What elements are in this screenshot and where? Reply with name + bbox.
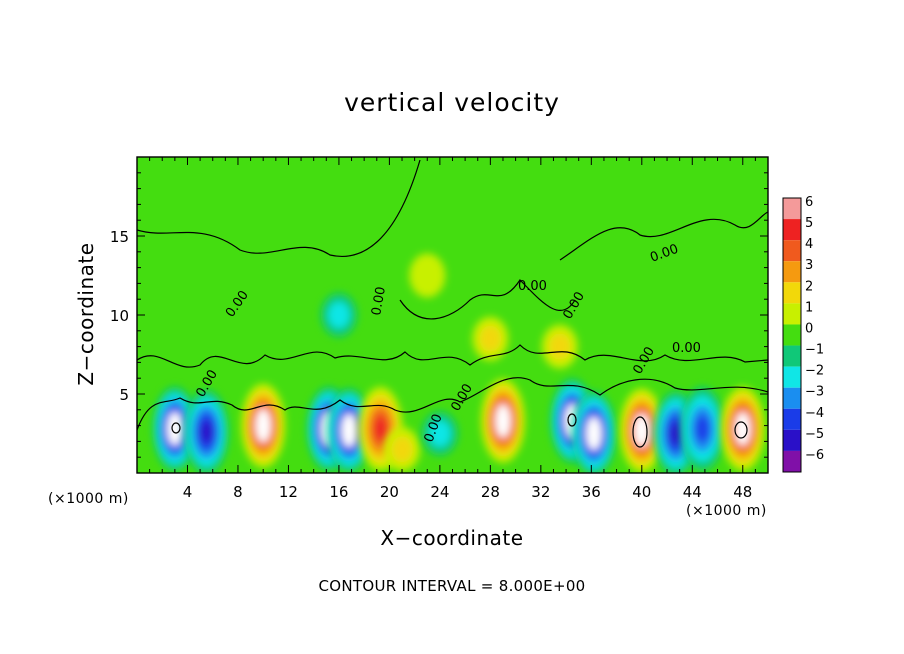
contour-ellipse xyxy=(567,413,577,427)
colorbar-swatch xyxy=(783,408,801,430)
velocity-cell xyxy=(720,386,765,471)
x-tick-label: 12 xyxy=(279,483,298,501)
velocity-cell xyxy=(472,316,509,361)
x-tick-label: 32 xyxy=(531,483,550,501)
zero-contour-line xyxy=(137,159,421,257)
colorbar-label: −3 xyxy=(805,385,824,400)
x-tick-label: 24 xyxy=(430,483,449,501)
x-tick-label: 16 xyxy=(329,483,348,501)
x-unit-label-right: (×1000 m) xyxy=(686,503,767,519)
chart-title: vertical velocity xyxy=(344,88,560,117)
colorbar-swatch xyxy=(783,324,801,346)
y-tick-label: 15 xyxy=(110,228,129,246)
colorbar-swatch xyxy=(783,366,801,388)
zero-contour-line xyxy=(559,211,768,261)
contour-label: 0.00 xyxy=(369,286,389,317)
colorbar-label: 3 xyxy=(805,258,813,273)
velocity-cell xyxy=(409,253,446,298)
colorbar-swatch xyxy=(783,387,801,409)
colorbar-swatch xyxy=(783,261,801,283)
x-tick-label: 40 xyxy=(632,483,651,501)
colorbar-swatch xyxy=(783,303,801,325)
velocity-cell xyxy=(480,378,525,463)
zero-contour-line xyxy=(399,279,576,320)
x-tick-label: 8 xyxy=(233,483,243,501)
contour-interval-note: CONTOUR INTERVAL = 8.000E+00 xyxy=(318,577,586,595)
velocity-cell xyxy=(184,389,229,473)
colorbar-swatch xyxy=(783,450,801,472)
velocity-cell xyxy=(320,293,357,337)
x-tick-label: 48 xyxy=(733,483,752,501)
x-tick-label: 20 xyxy=(380,483,399,501)
y-tick-label: 5 xyxy=(119,386,129,404)
zero-contour-line xyxy=(137,344,768,368)
colorbar-swatch xyxy=(783,198,801,220)
x-tick-label: 44 xyxy=(683,483,702,501)
contour-label: 0.00 xyxy=(672,341,701,356)
y-axis-label: Z−coordinate xyxy=(74,242,98,386)
colorbar-label: 5 xyxy=(805,216,813,231)
velocity-cell xyxy=(384,427,421,472)
colorbar-label: 2 xyxy=(805,279,813,294)
velocity-cell xyxy=(571,391,616,473)
contour-label: 0.00 xyxy=(518,279,547,294)
colorbar-label: 1 xyxy=(805,300,813,315)
velocity-cell xyxy=(152,386,197,471)
x-tick-label: 36 xyxy=(582,483,601,501)
x-tick-label: 4 xyxy=(183,483,193,501)
colorbar-label: 4 xyxy=(805,237,813,252)
x-tick-label: 28 xyxy=(481,483,500,501)
velocity-cell xyxy=(619,388,664,473)
colorbar-label: 6 xyxy=(805,195,813,210)
contour-ellipse xyxy=(171,422,181,434)
colorbar-swatch xyxy=(783,282,801,304)
colorbar-label: 0 xyxy=(805,321,813,336)
colorbar-label: −2 xyxy=(805,364,824,379)
colorbar-swatch xyxy=(783,219,801,241)
y-tick-label: 10 xyxy=(110,307,129,325)
colorbar-label: −6 xyxy=(805,448,824,463)
colorbar-label: −5 xyxy=(805,427,824,442)
colorbar-frame xyxy=(782,197,802,473)
x-axis-label: X−coordinate xyxy=(380,526,524,550)
zero-contour-line xyxy=(137,377,768,431)
colorbar-swatch xyxy=(783,429,801,451)
contour-ellipse xyxy=(632,416,648,448)
velocity-cell xyxy=(327,388,372,473)
velocity-cell xyxy=(680,386,725,471)
colorbar-label: −1 xyxy=(805,343,824,358)
colorbar-swatch xyxy=(783,240,801,262)
x-unit-label-left: (×1000 m) xyxy=(48,491,129,507)
velocity-cell xyxy=(421,411,458,456)
contour-ellipse xyxy=(734,421,748,439)
velocity-cell xyxy=(541,324,578,369)
colorbar-label: −4 xyxy=(805,406,824,421)
velocity-cell xyxy=(241,383,286,468)
colorbar-swatch xyxy=(783,345,801,367)
